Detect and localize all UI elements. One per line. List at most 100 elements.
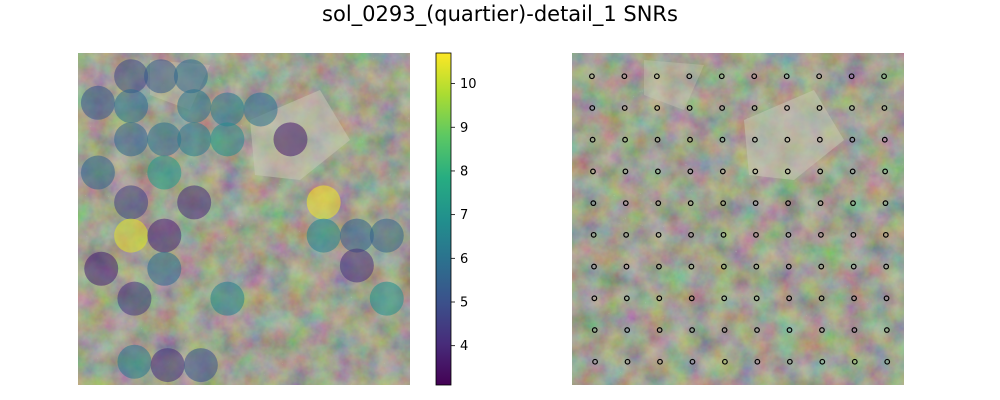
grid-marker-r5-c6 [752, 200, 759, 207]
grid-marker-r3-c2 [622, 136, 628, 143]
snr-marker-4 [80, 85, 115, 120]
snr-marker-30 [117, 344, 152, 379]
snr-marker-26 [339, 248, 374, 283]
snr-marker-29 [369, 281, 404, 316]
snr-marker-21 [306, 218, 341, 253]
grid-marker-r9-c4 [689, 327, 696, 333]
colorbar-ticks: 4 5 6 7 8 9 10 [451, 77, 477, 354]
grid-marker-r8-c4 [688, 295, 695, 302]
grid-marker-r3-c5 [719, 136, 726, 143]
grid-marker-r8-c6 [753, 295, 760, 302]
grid-marker-r10-c7 [786, 358, 793, 365]
grid-marker-r1-c10 [881, 73, 887, 80]
colorbar-gradient [435, 52, 452, 386]
right-background-image [572, 53, 904, 385]
grid-marker-r3-c8 [816, 136, 823, 143]
snr-marker-19 [114, 218, 149, 253]
grid-marker-r6-c8 [818, 231, 824, 238]
grid-marker-r8-c10 [883, 295, 890, 302]
grid-marker-r6-c6 [753, 231, 759, 238]
grid-marker-r4-c10 [882, 168, 889, 175]
grid-marker-r8-c1 [591, 295, 598, 302]
grid-marker-r1-c4 [686, 73, 693, 80]
grid-marker-r10-c4 [689, 358, 696, 365]
snr-marker-20 [147, 218, 182, 253]
snr-marker-12 [210, 122, 245, 157]
grid-marker-r7-c9 [850, 263, 857, 270]
grid-marker-r5-c4 [687, 200, 694, 207]
grid-marker-r1-c3 [653, 73, 660, 80]
grid-marker-r10-c10 [884, 358, 891, 365]
grid-marker-r3-c9 [849, 136, 856, 143]
grid-marker-r10-c2 [624, 358, 631, 365]
grid-marker-r4-c4 [687, 168, 694, 175]
grid-marker-r3-c10 [881, 136, 888, 143]
grid-marker-r4-c5 [719, 168, 726, 175]
grid-marker-r3-c6 [752, 136, 758, 143]
grid-marker-r7-c5 [720, 263, 727, 270]
grid-marker-r8-c5 [721, 295, 728, 302]
grid-marker-r4-c7 [784, 168, 791, 175]
grid-marker-r2-c1 [589, 105, 596, 111]
snr-marker-22 [339, 218, 374, 253]
grid-marker-r10-c9 [851, 358, 858, 365]
snr-markers [80, 59, 404, 383]
colorbar-tick-label-9: 9 [460, 121, 468, 136]
grid-marker-r8-c9 [851, 295, 857, 302]
grid-marker-r2-c7 [784, 105, 790, 111]
snr-marker-13 [273, 122, 308, 157]
snr-marker-27 [117, 281, 152, 316]
grid-marker-r10-c8 [819, 358, 826, 365]
grid-marker-r2-c2 [621, 105, 628, 111]
snr-marker-9 [114, 122, 149, 157]
grid-marker-r6-c4 [688, 231, 694, 238]
grid-marker-r3-c1 [589, 136, 596, 143]
colorbar-tick-label-5: 5 [460, 296, 468, 311]
grid-marker-r8-c3 [656, 295, 663, 302]
grid-marker-r6-c7 [785, 231, 792, 238]
grid-marker-r8-c8 [818, 295, 825, 302]
grid-marker-r9-c2 [624, 327, 631, 333]
snr-marker-7 [210, 92, 245, 127]
grid-marker-r2-c8 [816, 105, 823, 111]
grid-marker-r10-c1 [592, 358, 598, 365]
grid-marker-r2-c3 [654, 105, 661, 111]
grid-marker-r5-c1 [590, 200, 597, 207]
grid-marker-r10-c5 [722, 358, 728, 365]
grid-marker-r5-c8 [817, 200, 824, 207]
grid-marker-r4-c3 [654, 168, 661, 175]
grid-marker-r2-c4 [686, 105, 693, 111]
grid-marker-r9-c7 [786, 327, 793, 333]
grid-marker-r10-c3 [657, 358, 663, 365]
colorbar-tick-label-6: 6 [460, 252, 468, 267]
grid-marker-r3-c7 [784, 136, 791, 143]
grid-marker-r9-c6 [754, 327, 760, 333]
snr-marker-2 [144, 59, 178, 94]
grid-marker-r9-c1 [591, 327, 598, 333]
grid-marker-r4-c6 [752, 168, 759, 175]
grid-marker-r3-c3 [654, 136, 661, 143]
grid-marker-r6-c10 [882, 231, 889, 238]
snr-marker-18 [306, 185, 341, 220]
grid-marker-r8-c7 [786, 295, 793, 302]
grid-marker-r4-c9 [849, 168, 856, 175]
grid-marker-r10-c6 [754, 358, 761, 365]
grid-marker-r2-c5 [719, 105, 726, 111]
grid-marker-r5-c9 [850, 200, 856, 207]
snr-marker-10 [147, 122, 182, 157]
grid-marker-r1-c2 [621, 73, 628, 80]
grid-marker-r6-c3 [655, 231, 662, 238]
snr-marker-11 [177, 122, 212, 157]
grid-marker-r1-c6 [751, 73, 758, 80]
colorbar-tick-label-7: 7 [460, 208, 468, 223]
grid-marker-r1-c1 [589, 73, 595, 80]
snr-marker-23 [369, 218, 404, 253]
right-panel [572, 53, 904, 385]
snr-marker-16 [114, 185, 149, 220]
grid-marker-r6-c9 [850, 231, 857, 238]
snr-marker-15 [80, 155, 115, 190]
grid-marker-r7-c7 [785, 263, 792, 270]
snr-marker-8 [243, 92, 278, 127]
